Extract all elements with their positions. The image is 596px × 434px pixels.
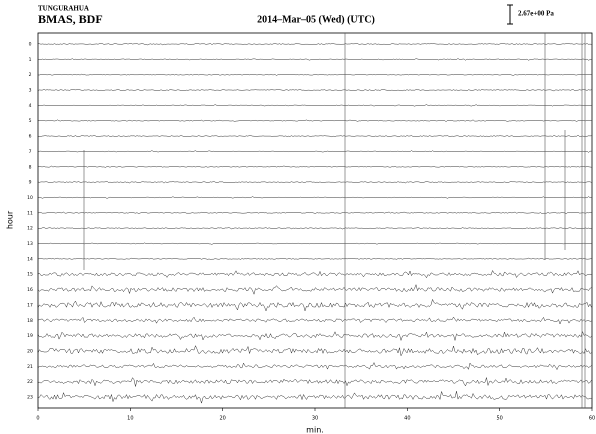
trace bbox=[37, 362, 592, 371]
x-tick-label: 20 bbox=[219, 416, 225, 422]
x-tick-label: 40 bbox=[404, 416, 410, 422]
x-tick-label: 30 bbox=[312, 416, 318, 422]
y-tick-label: 7 bbox=[29, 149, 32, 155]
y-tick-label: 5 bbox=[29, 118, 32, 124]
trace bbox=[37, 58, 592, 61]
scale-label: 2.67e+00 Pa bbox=[518, 10, 554, 18]
trace bbox=[37, 88, 592, 92]
trace bbox=[37, 73, 592, 76]
y-tick-label: 16 bbox=[27, 287, 33, 293]
y-tick-label: 22 bbox=[27, 379, 33, 385]
trace bbox=[37, 165, 592, 168]
x-tick-label: 50 bbox=[496, 416, 502, 422]
trace bbox=[37, 211, 592, 215]
y-tick-label: 12 bbox=[27, 226, 33, 232]
x-axis-label: min. bbox=[306, 426, 324, 434]
station: TUNGURAHUA bbox=[38, 5, 89, 13]
trace bbox=[37, 377, 592, 387]
trace bbox=[37, 43, 592, 46]
trace bbox=[37, 330, 592, 342]
y-tick-label: 23 bbox=[27, 395, 33, 401]
y-tick-label: 10 bbox=[27, 195, 33, 201]
y-tick-label: 20 bbox=[27, 348, 33, 354]
x-tick-label: 60 bbox=[589, 416, 595, 422]
trace bbox=[37, 270, 592, 279]
y-tick-label: 13 bbox=[27, 241, 33, 247]
y-tick-label: 17 bbox=[27, 302, 33, 308]
trace bbox=[37, 196, 592, 199]
y-axis-label: hour bbox=[6, 210, 15, 229]
trace bbox=[37, 150, 592, 153]
y-tick-label: 1 bbox=[29, 57, 32, 63]
y-tick-label: 11 bbox=[27, 210, 33, 216]
channel: BMAS, BDF bbox=[38, 12, 103, 26]
trace bbox=[37, 104, 592, 107]
x-tick-label: 0 bbox=[36, 416, 39, 422]
trace bbox=[37, 316, 592, 325]
x-tick-label: 10 bbox=[127, 416, 133, 422]
y-tick-label: 15 bbox=[27, 272, 33, 278]
y-tick-label: 3 bbox=[29, 88, 32, 94]
trace bbox=[37, 227, 592, 230]
trace bbox=[37, 119, 592, 122]
trace bbox=[37, 180, 592, 184]
trace bbox=[37, 134, 592, 138]
trace bbox=[37, 390, 592, 404]
trace bbox=[37, 345, 592, 357]
y-tick-label: 6 bbox=[29, 134, 32, 140]
y-tick-label: 4 bbox=[29, 103, 32, 109]
y-tick-label: 18 bbox=[27, 318, 33, 324]
y-tick-label: 14 bbox=[27, 256, 33, 262]
y-tick-label: 9 bbox=[29, 180, 32, 186]
y-tick-label: 0 bbox=[29, 42, 32, 48]
y-tick-label: 21 bbox=[27, 364, 33, 370]
y-tick-label: 8 bbox=[29, 164, 32, 170]
chart-title: 2014–Mar–05 (Wed) (UTC) bbox=[257, 14, 375, 25]
trace bbox=[37, 242, 592, 245]
trace bbox=[37, 284, 592, 295]
y-tick-label: 19 bbox=[27, 333, 33, 339]
trace bbox=[37, 298, 592, 312]
y-tick-label: 2 bbox=[29, 72, 32, 78]
trace bbox=[37, 257, 592, 260]
